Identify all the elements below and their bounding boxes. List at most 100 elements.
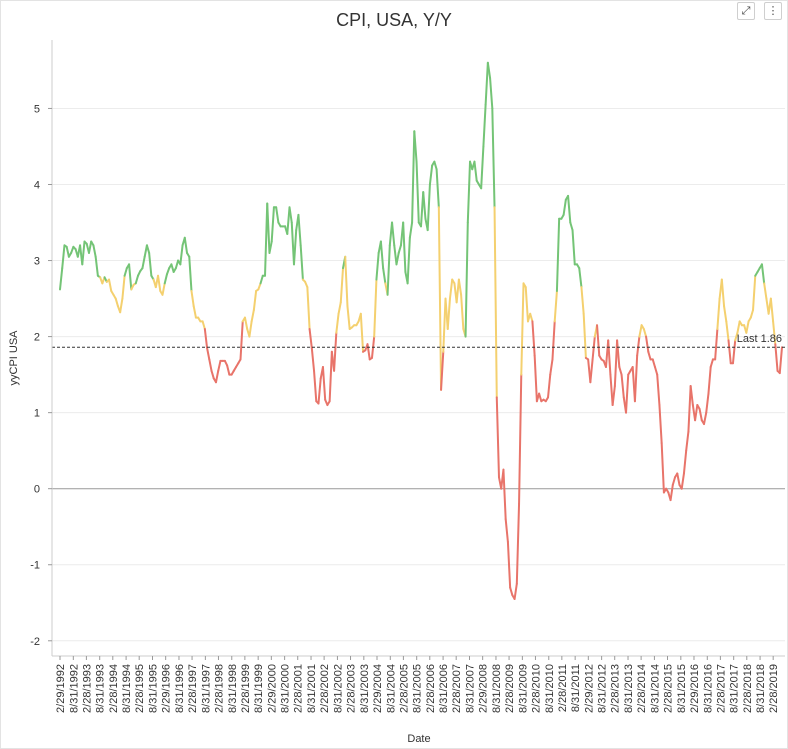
cpi-line-segment [145, 244, 151, 254]
cpi-line-segment [651, 358, 656, 369]
x-tick-label: 8/31/2001 [306, 664, 318, 713]
cpi-line-segment [480, 145, 485, 190]
cpi-line-segment [426, 183, 431, 232]
cpi-line-segment [333, 331, 338, 372]
cpi-line-segment [328, 350, 333, 403]
cpi-line-segment [239, 320, 244, 361]
x-tick-label: 8/31/2000 [280, 664, 292, 713]
cpi-line-segment [555, 217, 561, 292]
cpi-line-segment [645, 335, 650, 353]
cpi-line-segment [217, 359, 222, 372]
cpi-line-segment [524, 286, 529, 323]
cpi-line-segment [529, 312, 534, 323]
more-options-icon[interactable]: ⋮ [764, 2, 782, 20]
cpi-line-segment [270, 206, 275, 243]
x-tick-label: 8/31/2018 [755, 664, 767, 713]
cpi-line-segment [705, 392, 710, 414]
x-tick-label: 2/28/2003 [346, 664, 358, 713]
cpi-line-segment [108, 278, 113, 292]
expand-icon[interactable]: ⤢ [737, 2, 755, 20]
cpi-line-segment [214, 369, 220, 384]
cpi-line-segment [582, 312, 587, 359]
cpi-line-segment [553, 289, 558, 323]
cpi-line-segment [344, 255, 349, 308]
cpi-line-segment [731, 339, 737, 365]
x-tick-label: 8/31/2015 [676, 664, 688, 713]
cpi-line-segment [252, 289, 258, 311]
x-tick-label: 8/31/1998 [227, 664, 239, 713]
cpi-line-segment [589, 358, 594, 384]
cpi-line-segment [433, 160, 438, 171]
cpi-line-segment [183, 236, 189, 254]
cpi-line-segment [509, 586, 514, 597]
x-tick-label: 2/28/2013 [610, 664, 622, 713]
cpi-line-segment [484, 61, 489, 106]
cpi-line-segment [259, 274, 264, 285]
cpi-line-segment [188, 255, 193, 292]
cpi-line-segment [547, 373, 552, 399]
cpi-line-segment [682, 449, 688, 475]
x-tick-label: 8/31/2005 [412, 664, 424, 713]
cpi-line-segment [61, 244, 66, 270]
x-tick-label: 8/31/1997 [200, 664, 212, 713]
y-tick-label: 0 [34, 484, 40, 496]
cpi-line-segment [591, 335, 596, 361]
cpi-line-segment [551, 320, 556, 361]
cpi-line-segment [457, 278, 463, 296]
cpi-line-segment [248, 320, 253, 338]
cpi-line-segment [94, 255, 99, 277]
cpi-line-segment [714, 327, 719, 361]
x-tick-label: 8/31/2003 [359, 664, 371, 713]
cpi-line-segment [411, 130, 416, 224]
x-tick-label: 2/28/1998 [213, 664, 225, 713]
cpi-line-segment [375, 251, 380, 281]
cpi-line-segment [446, 297, 451, 330]
cpi-line-segment [337, 301, 342, 315]
cpi-line-segment [687, 385, 692, 433]
x-tick-label: 8/31/2008 [491, 664, 503, 713]
cpi-line-segment [549, 358, 554, 376]
cpi-line-segment [292, 229, 298, 266]
line-layer [59, 61, 783, 600]
cpi-line-segment [257, 282, 262, 291]
x-tick-label: 8/31/2012 [597, 664, 609, 713]
cpi-line-segment [203, 327, 209, 349]
cpi-line-segment [134, 274, 139, 285]
cpi-line-segment [161, 282, 166, 296]
x-tick-label: 8/31/1992 [68, 664, 80, 713]
x-tick-label: 2/29/2000 [266, 664, 278, 713]
x-tick-label: 8/31/1993 [95, 664, 107, 713]
cpi-line-segment [250, 308, 255, 323]
x-tick-label: 2/29/1996 [161, 664, 173, 713]
cpi-line-segment [616, 339, 621, 369]
cpi-line-segment [580, 286, 585, 315]
cpi-line-segment [339, 267, 345, 304]
x-tick-label: 2/28/2011 [557, 664, 569, 712]
cpi-line-segment [745, 320, 750, 334]
cpi-line-segment [114, 297, 119, 308]
cpi-line-segment [636, 335, 641, 357]
cpi-line-segment [727, 339, 732, 365]
x-tick-label: 2/28/2014 [636, 664, 648, 713]
cpi-line-segment [335, 312, 340, 334]
x-tick-label: 8/31/2002 [332, 664, 344, 713]
cpi-line-segment [123, 267, 128, 277]
cpi-line-segment [308, 327, 313, 349]
x-tick-label: 8/31/2007 [464, 664, 476, 713]
y-tick-label: -1 [30, 560, 40, 572]
y-tick-label: 2 [34, 332, 40, 344]
cpi-line-segment [119, 297, 124, 314]
cpi-line-segment [669, 483, 674, 502]
cpi-line-segment [723, 305, 728, 323]
x-tick-label: 2/28/2001 [293, 664, 305, 713]
cpi-line-segment [578, 267, 583, 289]
cpi-line-segment [725, 320, 730, 342]
cpi-line-segment [306, 286, 311, 330]
cpi-line-segment [473, 160, 478, 182]
x-tick-label: 8/31/2017 [729, 664, 741, 713]
x-tick-label: 2/28/2006 [425, 664, 437, 713]
cpi-line-segment [778, 346, 783, 375]
cpi-line-segment [491, 107, 496, 209]
cpi-line-segment [694, 404, 699, 422]
cpi-line-segment [707, 366, 712, 395]
